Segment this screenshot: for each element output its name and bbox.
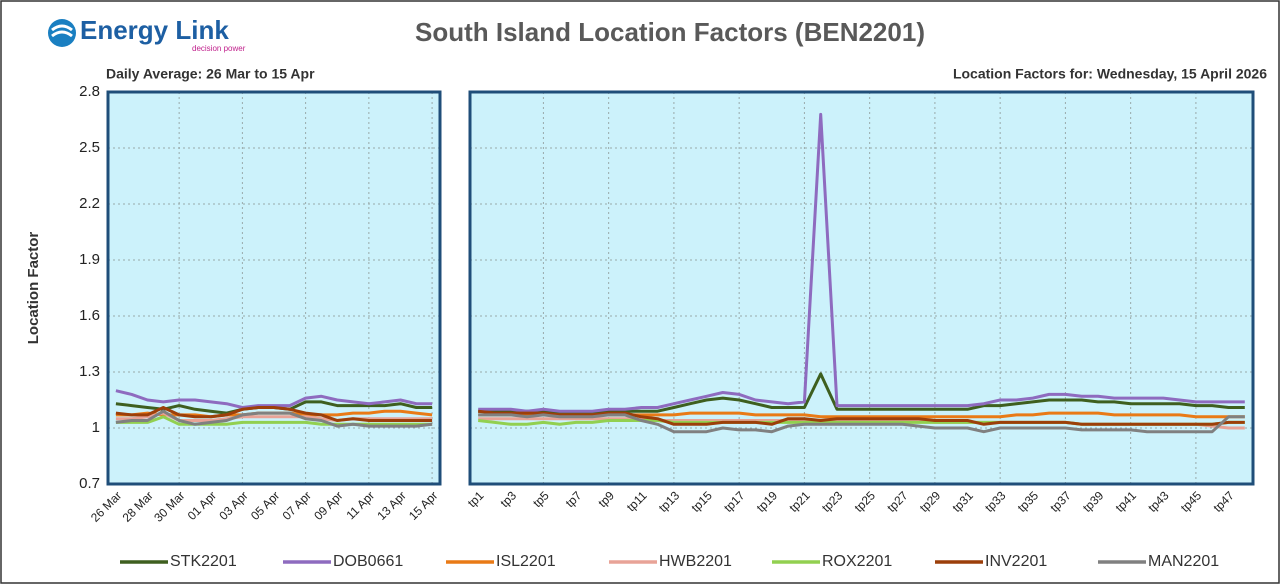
- chart-title: South Island Location Factors (BEN2201): [415, 17, 925, 47]
- y-tick-label: 2.8: [79, 83, 100, 100]
- legend-label: STK2201: [170, 553, 237, 570]
- logo-tagline: decision power: [192, 44, 246, 53]
- series-line: [478, 409, 1245, 426]
- logo-name: Energy Link: [80, 15, 229, 45]
- subtitle: Daily Average: 26 Mar to 15 Apr: [106, 66, 315, 82]
- y-tick-label: 2.2: [79, 195, 100, 212]
- series-line: [115, 389, 433, 409]
- plot-border: [468, 90, 1255, 486]
- series-line: [478, 372, 1245, 415]
- logo-swirl: [51, 24, 73, 38]
- legend-label: ISL2201: [496, 553, 556, 570]
- legend-label: MAN2201: [1148, 553, 1219, 570]
- y-tick-label: 1.3: [79, 363, 100, 380]
- y-tick-label: 1.6: [79, 307, 100, 324]
- series-line: [115, 406, 433, 422]
- series-line: [115, 415, 433, 426]
- legend-label: INV2201: [985, 553, 1047, 570]
- series-line: [478, 413, 1245, 434]
- plot-border: [106, 90, 442, 486]
- subtitle: Location Factors for: Wednesday, 15 Apri…: [953, 66, 1267, 82]
- y-axis-label: Location Factor: [25, 232, 42, 345]
- legend-label: DOB0661: [333, 553, 403, 570]
- logo: Energy Link decision power: [48, 15, 246, 53]
- series-line: [115, 409, 433, 428]
- legend-label: HWB2201: [659, 553, 732, 570]
- y-tick-label: 0.7: [79, 475, 100, 492]
- y-tick-label: 1: [92, 419, 100, 436]
- y-tick-label: 2.5: [79, 139, 100, 156]
- series-line: [478, 112, 1245, 413]
- legend-label: ROX2201: [822, 553, 892, 570]
- y-tick-label: 1.9: [79, 251, 100, 268]
